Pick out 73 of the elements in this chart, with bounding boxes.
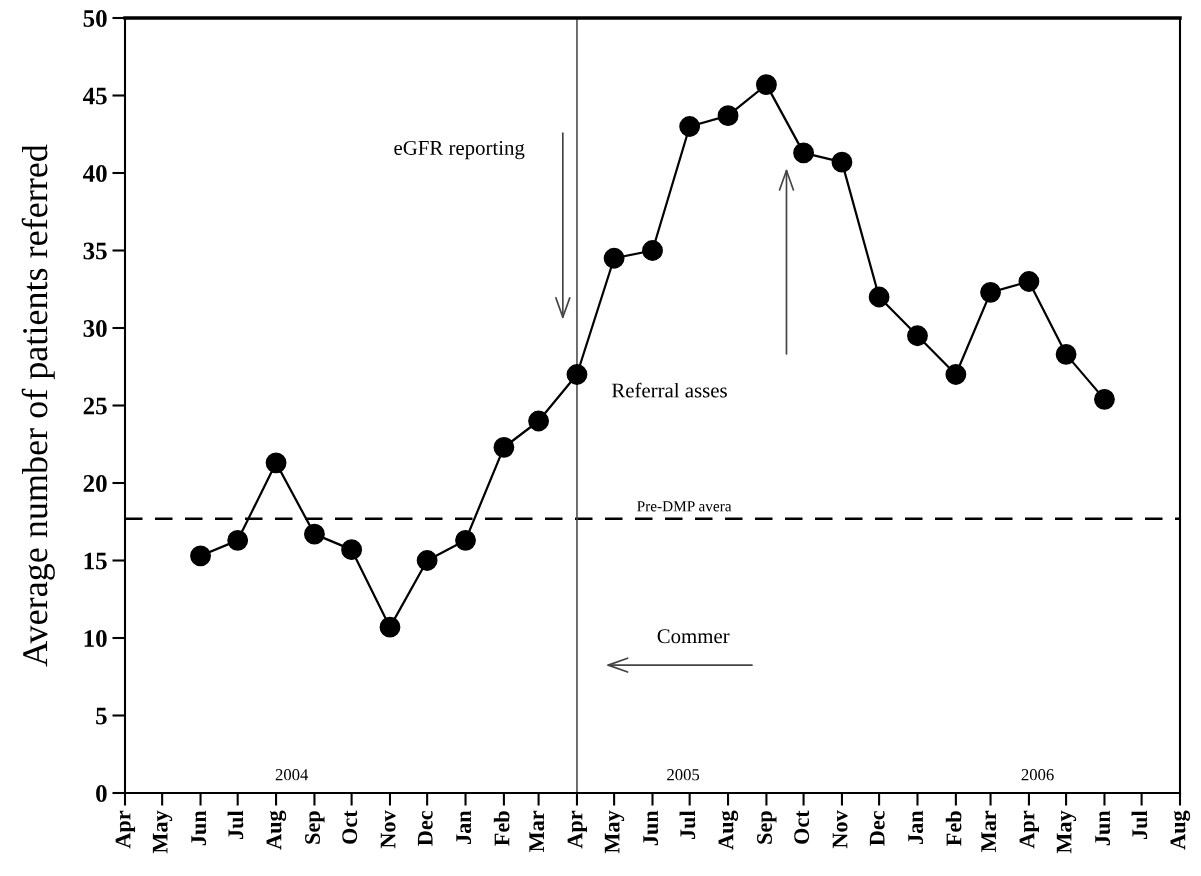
x-tick-label: Jan [456,810,472,844]
y-axis-title: Average number of patients referred [21,144,55,667]
y-tick-label: 25 [83,397,107,415]
annotation: 2005 [667,769,700,781]
x-tick-label: Apr [1019,810,1040,849]
x-tick-label: Jun [643,810,659,846]
annotation: Commer [657,629,730,644]
y-tick-label: 30 [83,320,107,337]
point [1018,271,1040,292]
point [379,616,401,638]
x-tick-label: Oct [794,810,810,844]
point [190,545,211,567]
x-tick-label: Jun [1095,810,1111,846]
annotation: 2006 [1021,769,1054,781]
point [679,116,701,137]
x-tick-label: Mar [981,810,997,852]
annotation: 2004 [275,769,309,781]
point [1094,388,1115,410]
x-tick-label: May [604,810,625,854]
y-tick-label: 10 [84,630,107,647]
point [455,529,476,551]
point [756,74,777,96]
x-tick-label: Oct [342,810,358,844]
x-tick-label: Sep [305,811,325,844]
x-tick-label: Dec [417,810,433,846]
annotation: eGFR reporting [394,140,525,160]
point [416,550,438,571]
x-tick-label: Jan [908,810,924,844]
x-tick-label: Sep [757,811,777,844]
x-tick-label: Mar [529,810,545,852]
y-tick-label: 15 [84,552,107,570]
annotation: Referral asses [611,382,727,398]
point [831,151,853,173]
point [945,364,967,385]
x-tick-label: Aug [1170,810,1191,850]
y-tick-label: 0 [96,785,107,802]
x-tick-label: May [152,810,173,854]
point [980,281,1001,303]
y-tick-label: 35 [83,242,107,260]
x-tick-label: Jul [1131,810,1148,840]
x-tick-label: Dec [869,810,885,846]
point [566,364,588,385]
ref-line-label: Pre-DMP avera [637,501,732,512]
y-tick-label: 50 [83,10,107,27]
point [603,247,625,269]
point [717,105,739,127]
x-tick-label: Apr [115,810,136,849]
point [907,325,928,347]
point [528,410,549,432]
y-tick-label: 40 [82,165,107,182]
x-tick-label: Feb [493,811,510,846]
y-tick-label: 45 [82,87,107,105]
point [227,529,249,551]
point [642,240,663,261]
point [341,539,363,561]
x-tick-label: Aug [718,810,739,850]
point [793,142,814,164]
point [304,523,325,545]
x-tick-label: Nov [380,810,396,849]
x-tick-label: Jun [191,810,207,846]
x-tick-label: Apr [567,810,588,849]
point [493,436,515,458]
x-tick-label: Jul [227,810,244,840]
x-tick-label: May [1056,810,1077,854]
y-tick-label: 5 [96,707,107,725]
point [868,286,890,308]
y-tick-label: 20 [83,475,107,492]
point [1055,343,1077,365]
x-tick-label: Jul [679,810,696,840]
x-tick-label: Aug [266,810,287,850]
x-tick-label: Feb [945,811,962,846]
point [265,452,287,474]
x-tick-label: Nov [832,810,848,849]
